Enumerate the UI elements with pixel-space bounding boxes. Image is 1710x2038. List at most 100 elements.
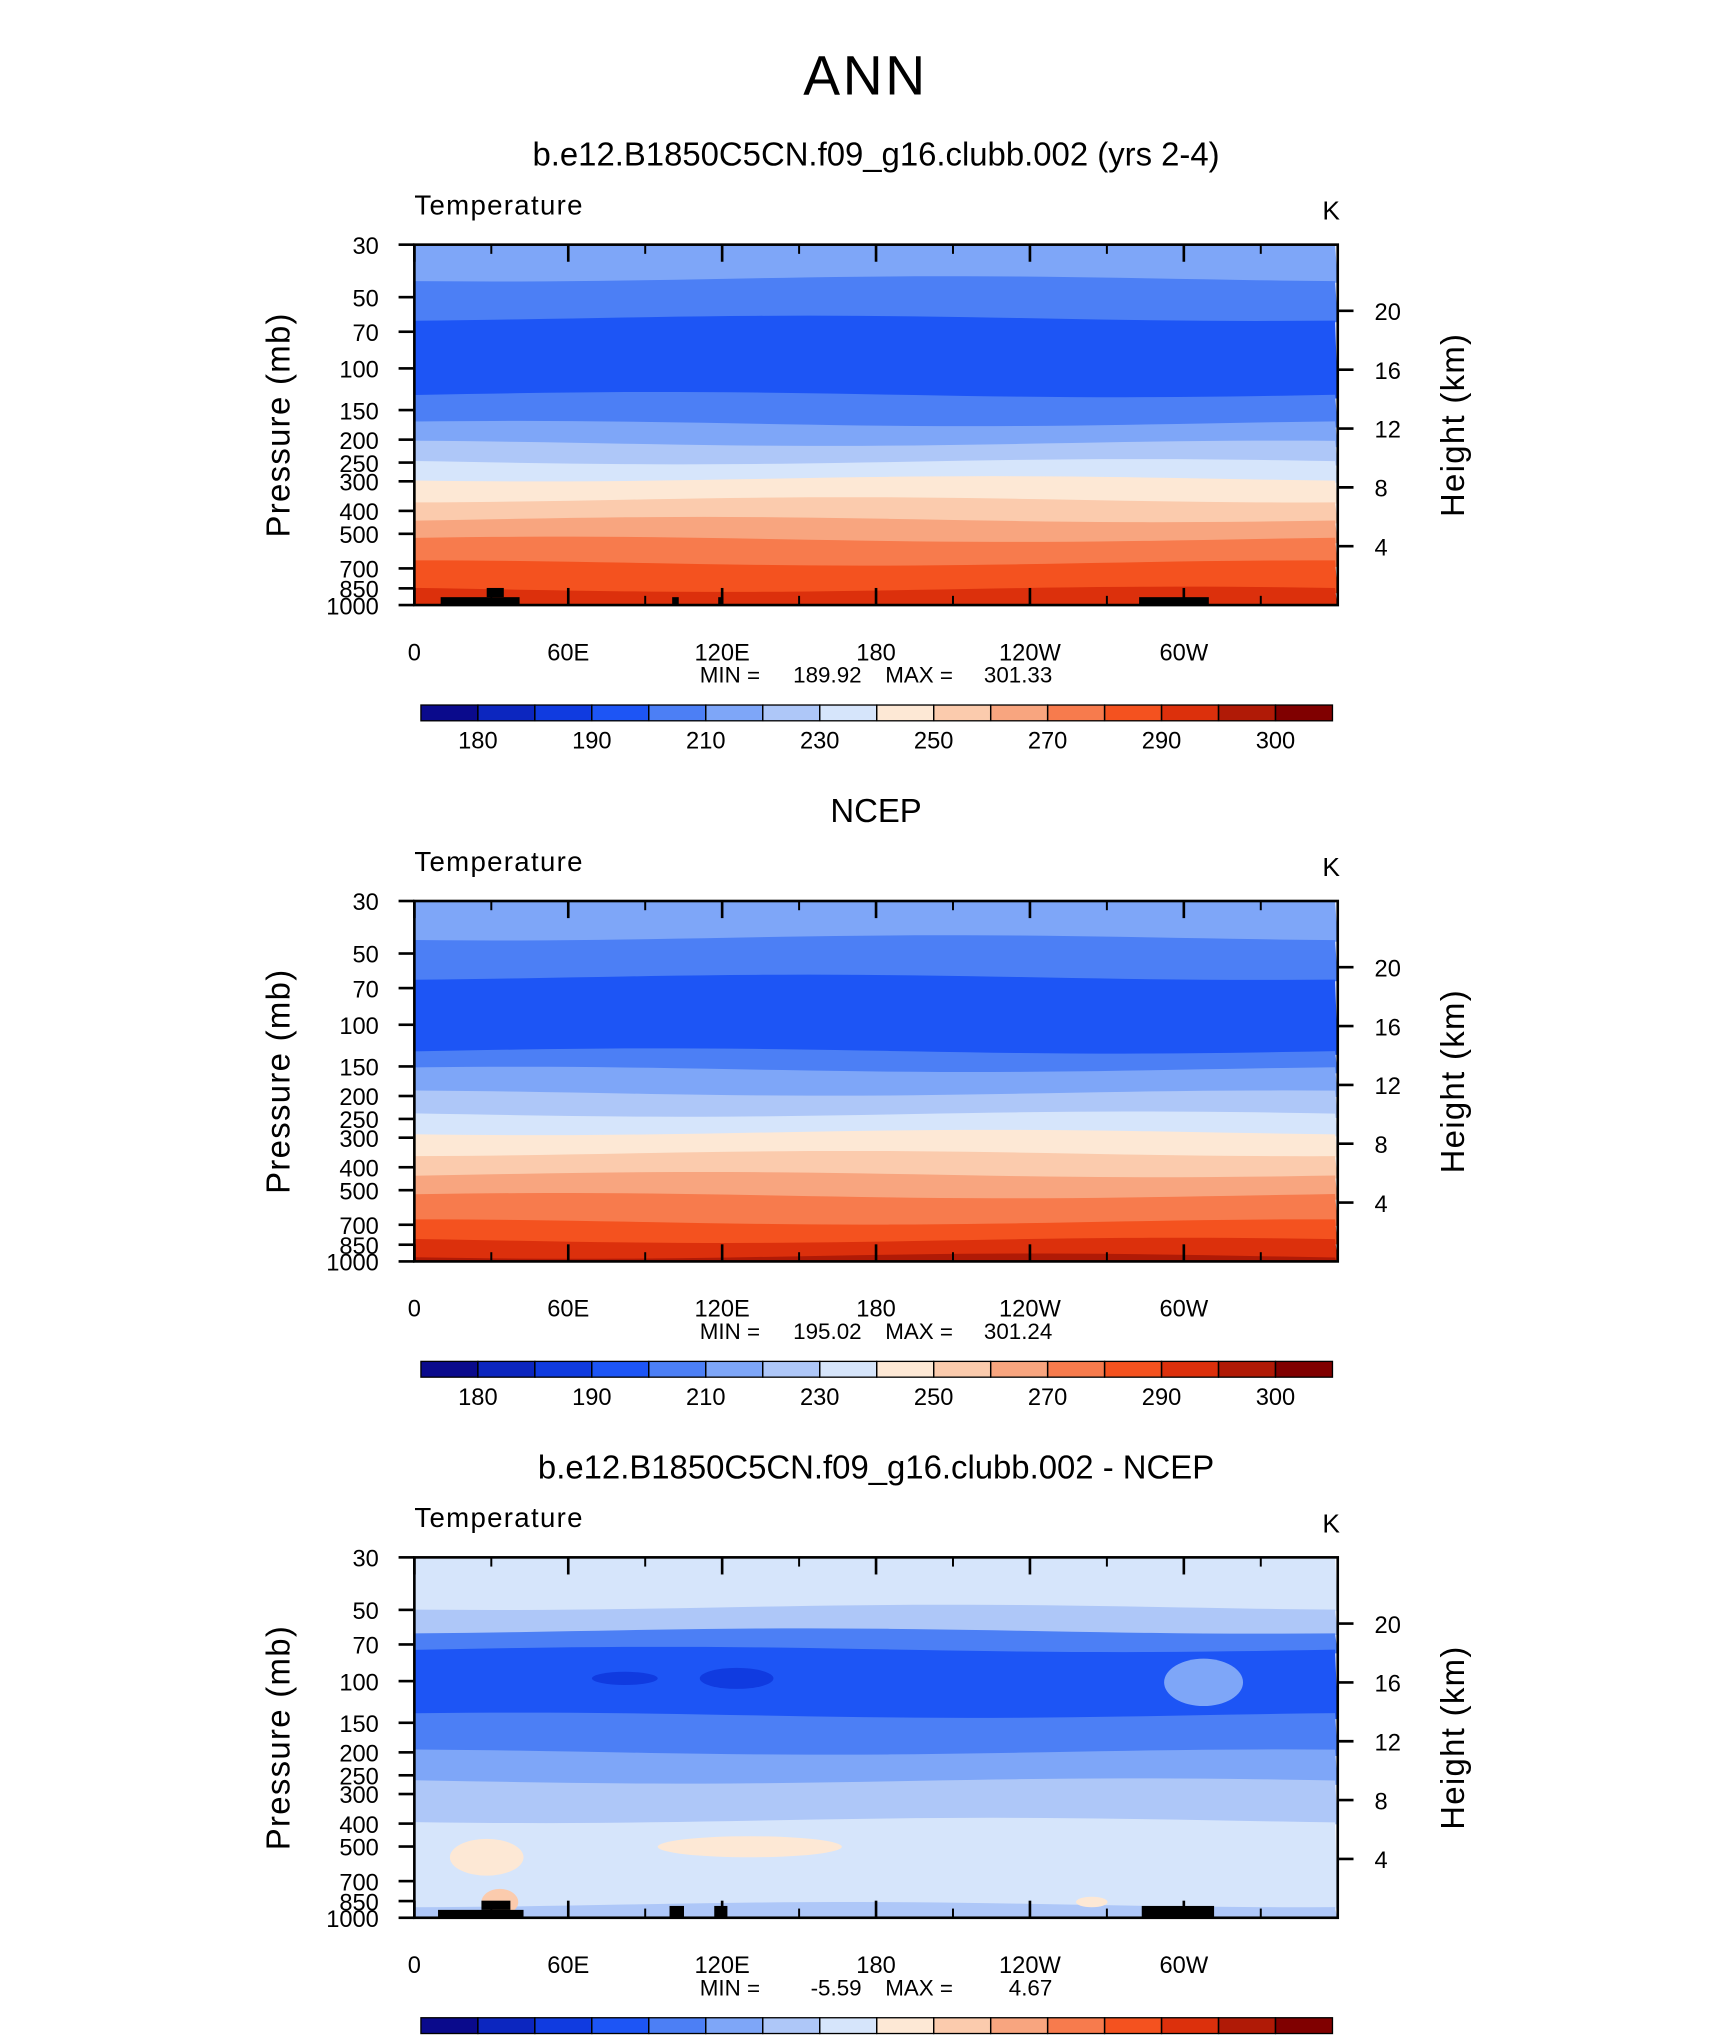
contour-band <box>414 1171 1338 1200</box>
y2-tick-label: 4 <box>1375 535 1388 561</box>
colorbar-box <box>591 2017 650 2035</box>
contour-band <box>414 1557 1338 1612</box>
units: K <box>1322 1508 1340 1538</box>
y-tick-label: 700 <box>339 1214 378 1240</box>
colorbar-box <box>933 704 992 722</box>
max-label: MAX = <box>885 663 953 688</box>
colorbar-box <box>762 2017 821 2035</box>
topography <box>440 597 520 606</box>
contour-blob <box>699 1667 774 1689</box>
max-value: 4.67 <box>1009 1975 1053 2000</box>
colorbar-label: 300 <box>1256 728 1295 754</box>
colorbar-box <box>591 1360 650 1378</box>
contour-band <box>414 901 1338 942</box>
colorbar-box <box>989 2017 1049 2035</box>
max-value: 301.24 <box>984 1319 1052 1344</box>
x-tick-label: 120E <box>695 1297 750 1323</box>
contour-band <box>414 974 1338 1055</box>
contour-band <box>414 1048 1338 1074</box>
y-axis-label: Pressure (mb) <box>259 1625 296 1850</box>
y-tick-label: 1000 <box>326 594 379 620</box>
contour-blob <box>449 1838 524 1876</box>
colorbar-box <box>1160 2017 1220 2035</box>
x-tick-label: 120W <box>999 640 1061 666</box>
colorbar-box <box>876 2017 935 2035</box>
y-tick-label: 150 <box>339 1056 378 1082</box>
colorbar-box <box>1274 2017 1334 2035</box>
y-tick-label: 850 <box>339 578 378 604</box>
y-tick-label: 300 <box>339 471 378 497</box>
y-tick-label: 400 <box>339 1813 378 1839</box>
topography <box>669 1905 685 1918</box>
y-tick-label: 500 <box>339 1836 378 1862</box>
colorbar-box <box>819 704 878 722</box>
x-tick-label: 0 <box>408 1953 421 1979</box>
colorbar-box <box>420 704 479 722</box>
contour-band <box>414 1150 1338 1179</box>
min-value: 189.92 <box>793 663 861 688</box>
panel-subtitle: Temperature <box>414 846 583 877</box>
colorbar-box <box>933 2017 992 2035</box>
y-tick-label: 30 <box>353 234 379 260</box>
max-label: MAX = <box>885 1319 953 1344</box>
y-tick-label: 70 <box>353 321 379 347</box>
min-value: 195.02 <box>793 1319 861 1344</box>
y-tick-label: 70 <box>353 977 379 1003</box>
topography <box>1139 597 1209 606</box>
colorbar-box <box>1160 1360 1220 1378</box>
colorbar-box <box>1217 2017 1277 2035</box>
colorbar-box <box>534 2017 593 2035</box>
colorbar-box <box>1046 704 1106 722</box>
contour-band <box>414 536 1338 567</box>
y2-tick-label: 12 <box>1375 1730 1401 1756</box>
y-tick-label: 50 <box>353 1599 379 1625</box>
colorbar-label: 180 <box>458 1385 497 1411</box>
contour-band <box>414 1066 1338 1098</box>
colorbar-box <box>477 1360 536 1378</box>
colorbar-box <box>933 1360 992 1378</box>
y-tick-label: 700 <box>339 1870 378 1896</box>
contour-band <box>414 315 1338 399</box>
x-tick-label: 180 <box>856 1953 895 1979</box>
colorbar-box <box>420 1360 479 1378</box>
contour-fill <box>414 1557 1338 1918</box>
x-tick-label: 180 <box>856 1297 895 1323</box>
y-tick-label: 150 <box>339 1712 378 1738</box>
y-tick-label: 250 <box>339 1765 378 1791</box>
y2-tick-label: 20 <box>1375 956 1401 982</box>
topography <box>481 1900 511 1910</box>
min-label: MIN = <box>700 1319 760 1344</box>
y2-tick-label: 8 <box>1375 1789 1388 1815</box>
y-tick-label: 30 <box>353 1547 379 1573</box>
x-tick-label: 120W <box>999 1297 1061 1323</box>
colorbar-box <box>1103 2017 1163 2035</box>
x-tick-label: 60W <box>1160 1953 1209 1979</box>
contour-band <box>414 1090 1338 1119</box>
contour-band <box>414 476 1338 504</box>
y2-tick-label: 16 <box>1375 1672 1401 1698</box>
y2-tick-label: 8 <box>1375 1133 1388 1159</box>
topography <box>672 597 679 606</box>
y-tick-label: 250 <box>339 452 378 478</box>
y2-tick-label: 16 <box>1375 1015 1401 1041</box>
min-label: MIN = <box>700 663 760 688</box>
contour-blob <box>1075 1896 1108 1908</box>
contour-band <box>414 1129 1338 1158</box>
y-tick-label: 1000 <box>326 1251 379 1277</box>
min-value: -5.59 <box>811 1975 862 2000</box>
y2-tick-label: 20 <box>1375 1613 1401 1639</box>
y-axis-label: Pressure (mb) <box>259 969 296 1194</box>
colorbar-box <box>819 2017 878 2035</box>
colorbar-box <box>1217 704 1277 722</box>
x-tick-label: 60E <box>547 640 589 666</box>
colorbar-box <box>1160 704 1220 722</box>
y-tick-label: 850 <box>339 1234 378 1260</box>
y-tick-label: 100 <box>339 1014 378 1040</box>
y-tick-label: 70 <box>353 1634 379 1660</box>
colorbar-box <box>1103 1360 1163 1378</box>
x-tick-label: 0 <box>408 640 421 666</box>
colorbar-box <box>762 1360 821 1378</box>
topography <box>438 1909 524 1918</box>
colorbar-box <box>591 704 650 722</box>
